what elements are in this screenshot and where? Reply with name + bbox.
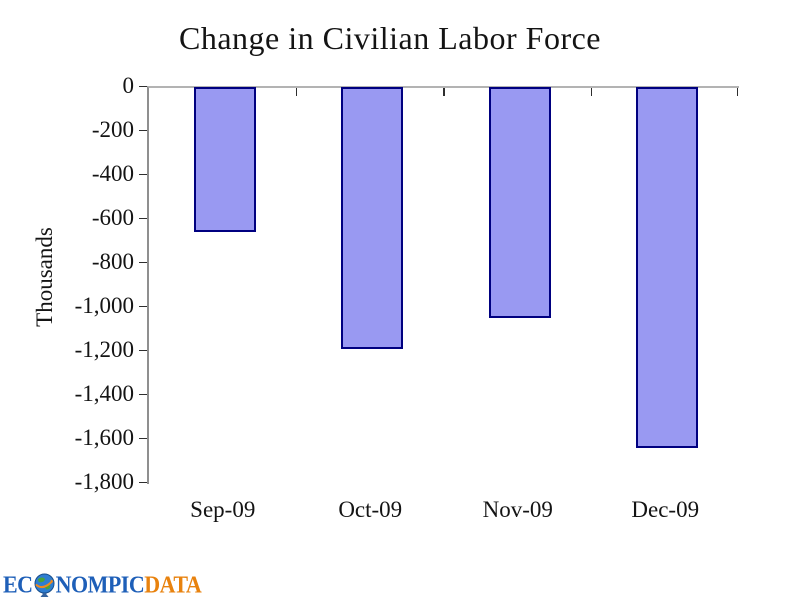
econompicdata-logo: EC NOMPIC DATA (3, 570, 202, 598)
x-axis-tick (736, 88, 739, 96)
logo-text-ec: EC (3, 570, 33, 598)
y-tick-label: -1,600 (74, 425, 134, 450)
y-tick-label: -1,800 (74, 469, 134, 494)
bar-oct-09 (341, 87, 404, 349)
y-axis-tick (139, 85, 147, 87)
y-tick-label: -600 (91, 205, 134, 230)
x-tick-label: Dec-09 (631, 497, 700, 522)
y-axis-tick (139, 393, 147, 395)
y-axis-tick (139, 261, 147, 263)
bar-nov-09 (488, 87, 551, 318)
chart-title: Change in Civilian Labor Force (178, 20, 601, 56)
x-axis-tick (443, 88, 445, 96)
y-axis-tick (139, 217, 147, 219)
y-tick-label: -200 (91, 117, 134, 142)
globe-icon (34, 573, 55, 597)
logo-text-data: DATA (144, 570, 202, 598)
y-axis-tick (139, 129, 147, 131)
y-axis-tick (139, 349, 147, 351)
x-tick-label: Nov-09 (482, 497, 553, 522)
y-tick-label: -1,000 (74, 293, 134, 318)
y-tick-label: -1,200 (74, 337, 134, 362)
x-tick-label: Sep-09 (190, 497, 256, 522)
y-axis-tick (139, 437, 147, 439)
y-tick-label: -1,400 (74, 381, 134, 406)
y-tick-label: -800 (91, 249, 134, 274)
bar-sep-09 (193, 87, 256, 233)
x-axis-tick (590, 88, 593, 96)
x-axis-tick (295, 88, 298, 96)
x-tick-label: Oct-09 (338, 497, 403, 522)
y-axis-tick (139, 305, 147, 307)
plot-area (139, 85, 739, 484)
bar-dec-09 (636, 87, 699, 448)
y-axis-tick (139, 173, 147, 175)
y-axis-tick (139, 481, 147, 483)
y-tick-label: -400 (91, 161, 134, 186)
logo-text-nompic: NOMPIC (55, 570, 145, 598)
y-tick-label: 0 (122, 73, 135, 98)
